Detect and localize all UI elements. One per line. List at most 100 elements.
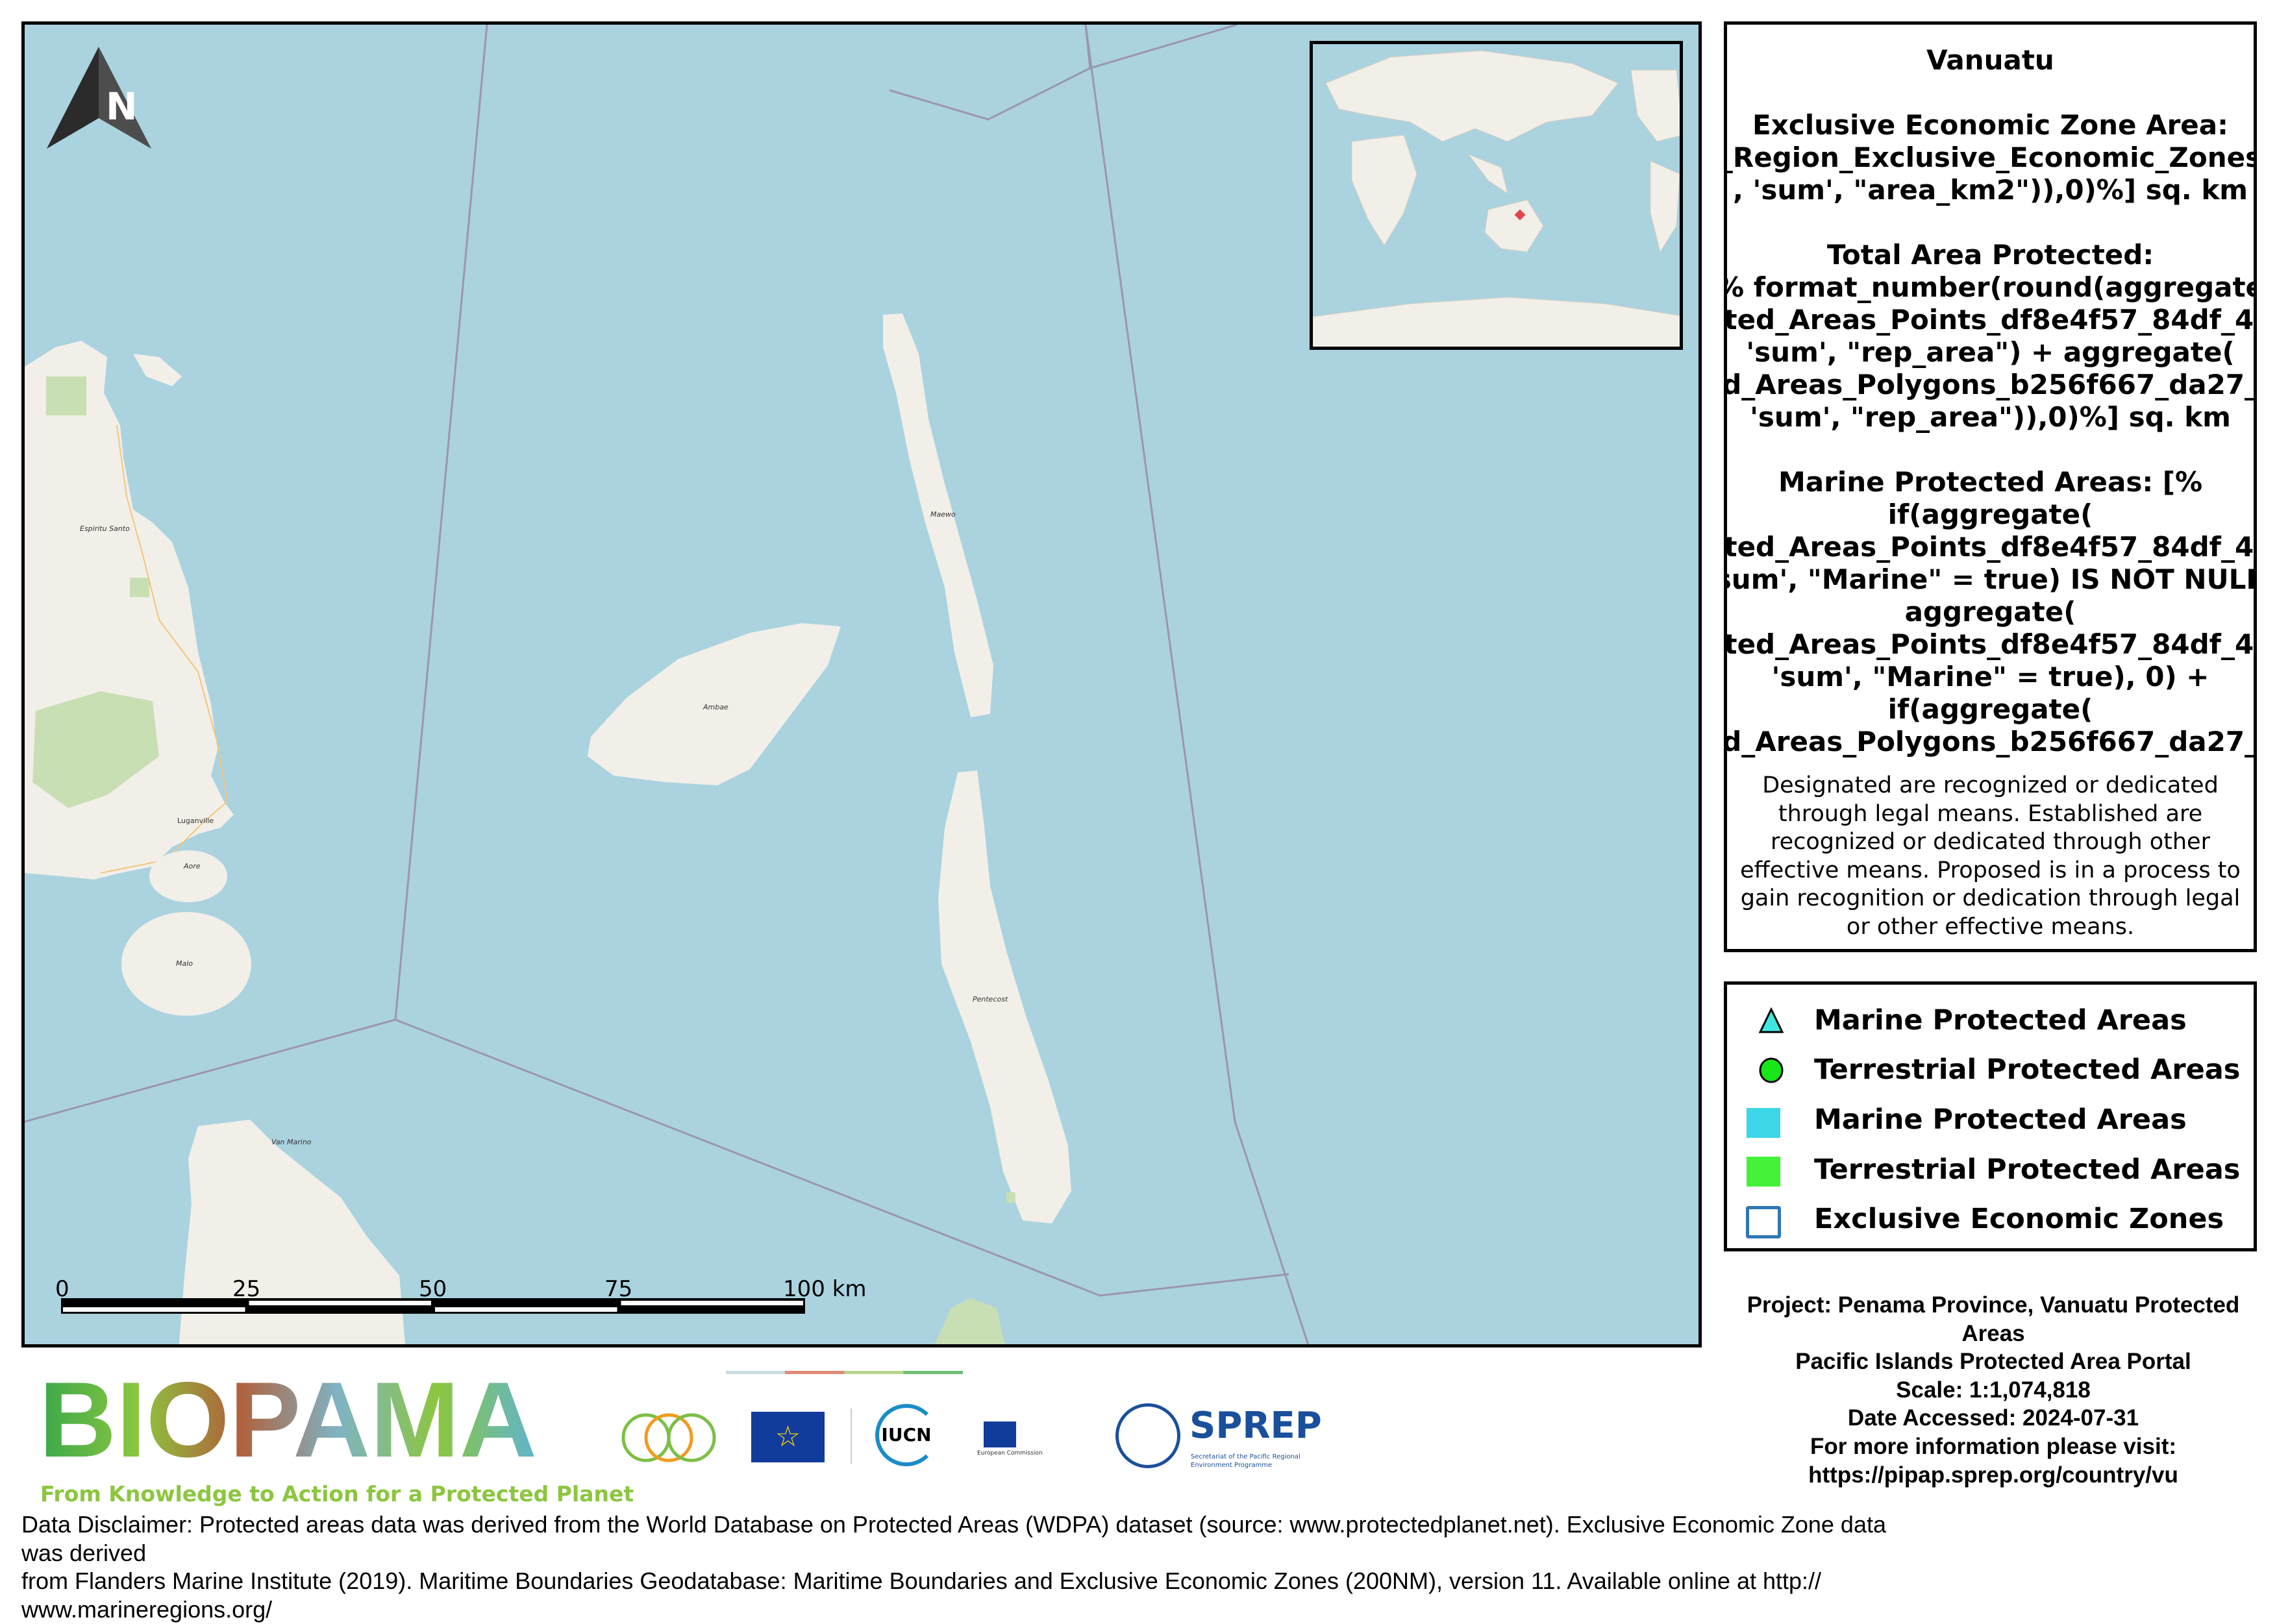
park-area — [130, 578, 149, 597]
disclaimer-line: was derived — [21, 1539, 147, 1566]
scale-bar-segment — [435, 1307, 617, 1312]
info-text-line: 'sum', "rep_area") + aggregate( — [1746, 336, 2235, 368]
terrestrial-fill-swatch — [1747, 1157, 1780, 1187]
eez-boundaries — [25, 25, 1310, 1344]
status-description-line: Designated are recognized or dedicated — [1762, 772, 2219, 798]
sprep-emblem-icon — [1115, 1403, 1180, 1468]
scale-bar-segment — [63, 1307, 245, 1312]
park-area — [46, 376, 86, 415]
triangle-icon — [1758, 1007, 1784, 1033]
info-text-line — [1727, 434, 2254, 466]
eu-flag-icon: ☆ — [751, 1412, 825, 1462]
legend-item: Marine Protected Areas — [1727, 1001, 2254, 1040]
european-commission-logo: European Commission — [971, 1409, 1062, 1467]
place-label: Maewo — [930, 510, 956, 519]
sprep-subtitle: Secretariat of the Pacific Regional Envi… — [1191, 1453, 1300, 1469]
park-area — [32, 691, 159, 808]
info-text-line: [% format_number(round(aggregate( — [1724, 271, 2257, 303]
project-info-line: Date Accessed: 2024-07-31 — [1847, 1405, 2139, 1431]
info-text-line: cted_Areas_Points_df8e4f57_84df_48 — [1724, 304, 2257, 336]
info-text-line: 'sum', "Marine" = true), 0) + — [1771, 661, 2209, 693]
island-maewo — [883, 314, 993, 717]
island-islet — [133, 354, 182, 386]
island-pentecost — [938, 770, 1071, 1224]
scale-label: 100 km — [783, 1276, 867, 1302]
status-description-line: recognized or dedicated through other — [1771, 829, 2210, 855]
legend: Marine Protected Areas Terrestrial Prote… — [1724, 981, 2257, 1251]
legend-item: Marine Protected Areas — [1727, 1100, 2254, 1139]
place-label: Aore — [184, 862, 201, 870]
inset-land-antarctica — [1313, 297, 1680, 347]
island-bottom-left — [179, 1120, 406, 1344]
north-arrow-label: N — [106, 84, 138, 129]
inset-locator-map — [1310, 41, 1683, 350]
info-text-line: if(aggregate( — [1887, 498, 2093, 530]
marine-fill-swatch — [1747, 1108, 1780, 1138]
info-text-line: , 'sum', "area_km2")),0)%] sq. km — [1732, 174, 2248, 206]
project-info-line: Pacific Islands Protected Area Portal — [1795, 1349, 2191, 1375]
legend-item: Terrestrial Protected Areas — [1727, 1050, 2254, 1089]
inset-land-america-north — [1630, 69, 1680, 142]
decorative-stripe — [726, 1371, 963, 1374]
inset-canvas — [1313, 50, 1680, 347]
country-title: Vanuatu — [1926, 44, 2054, 76]
info-text-line — [1727, 77, 2254, 109]
info-text-line: cted_Areas_Points_df8e4f57_84df_48 — [1724, 628, 2257, 660]
island-ambae — [588, 623, 841, 785]
scale-bar-segment — [249, 1301, 431, 1305]
park-area — [1006, 1192, 1015, 1203]
project-info-line: Areas — [1961, 1320, 2025, 1346]
divider — [851, 1409, 852, 1464]
sprep-logo: SPREP — [1189, 1405, 1322, 1447]
eu-flag-icon — [984, 1421, 1016, 1447]
place-label: Espiritu Santo — [80, 524, 130, 533]
legend-label: Terrestrial Protected Areas — [1814, 1153, 2241, 1186]
place-label: Van Marino — [271, 1138, 312, 1146]
road — [100, 424, 229, 874]
scale-label: 0 — [55, 1276, 69, 1302]
map-canvas — [25, 25, 1310, 1344]
legend-label: Marine Protected Areas — [1814, 1103, 2187, 1136]
status-description-line: gain recognition or dedication through l… — [1740, 885, 2241, 912]
inset-land-africa — [1351, 134, 1417, 246]
status-description-line: effective means. Proposed is in a proces… — [1740, 857, 2241, 883]
project-info-line: For more information please visit: — [1810, 1434, 2176, 1459]
inset-land-america-south — [1650, 160, 1680, 253]
info-text-line: Marine Protected Areas: [% — [1778, 466, 2203, 498]
disclaimer-line: from Flanders Marine Institute (2019). M… — [21, 1568, 1822, 1595]
status-description-line: through legal means. Established are — [1778, 800, 2203, 827]
legend-item: Terrestrial Protected Areas — [1727, 1150, 2254, 1189]
place-label: Pentecost — [973, 995, 1008, 1003]
project-info-line[interactable]: https://pipap.sprep.org/country/vu — [1808, 1462, 2178, 1488]
info-text-line: Exclusive Economic Zone Area: — [1752, 109, 2228, 141]
info-text-line: if(aggregate( — [1887, 693, 2093, 725]
place-label: Luganville — [177, 817, 214, 825]
circle-icon — [1759, 1057, 1784, 1083]
place-label: Ambae — [703, 703, 728, 711]
eu-commission-label: European Commission — [977, 1450, 1043, 1457]
acp-logo — [621, 1413, 716, 1462]
info-panel: Vanuatu Exclusive Economic Zone Area: _Reg… — [1724, 21, 2257, 952]
inset-land-australia — [1484, 199, 1544, 252]
info-text-line: cted_Areas_Points_df8e4f57_84df_48 — [1724, 531, 2257, 563]
project-info-line: Project: Penama Province, Vanuatu Protec… — [1747, 1292, 2240, 1318]
scale-label: 75 — [604, 1276, 633, 1302]
island-bottom-green — [934, 1298, 1005, 1344]
biopama-logo: BIOPAMA — [39, 1366, 537, 1473]
info-text-line — [1727, 206, 2254, 239]
iucn-logo: IUCN — [875, 1404, 938, 1466]
legend-label: Exclusive Economic Zones — [1814, 1203, 2224, 1235]
place-label: Malo — [176, 959, 193, 968]
info-text-line: ed_Areas_Polygons_b256f667_da27_4 — [1724, 726, 2257, 757]
island-aore — [149, 850, 227, 902]
info-text-line: ed_Areas_Polygons_b256f667_da27_4 — [1724, 369, 2257, 400]
legend-item: Exclusive Economic Zones — [1727, 1200, 2254, 1238]
info-text-line: Total Area Protected: — [1826, 239, 2154, 271]
disclaimer-line: Data Disclaimer: Protected areas data wa… — [21, 1511, 1887, 1538]
legend-label: Terrestrial Protected Areas — [1814, 1053, 2241, 1086]
inset-land-eurasia — [1325, 50, 1619, 142]
eez-outline-swatch — [1746, 1206, 1781, 1238]
project-info-line: Scale: 1:1,074,818 — [1896, 1377, 2091, 1403]
legend-label: Marine Protected Areas — [1814, 1004, 2187, 1037]
island-malo — [121, 912, 251, 1016]
